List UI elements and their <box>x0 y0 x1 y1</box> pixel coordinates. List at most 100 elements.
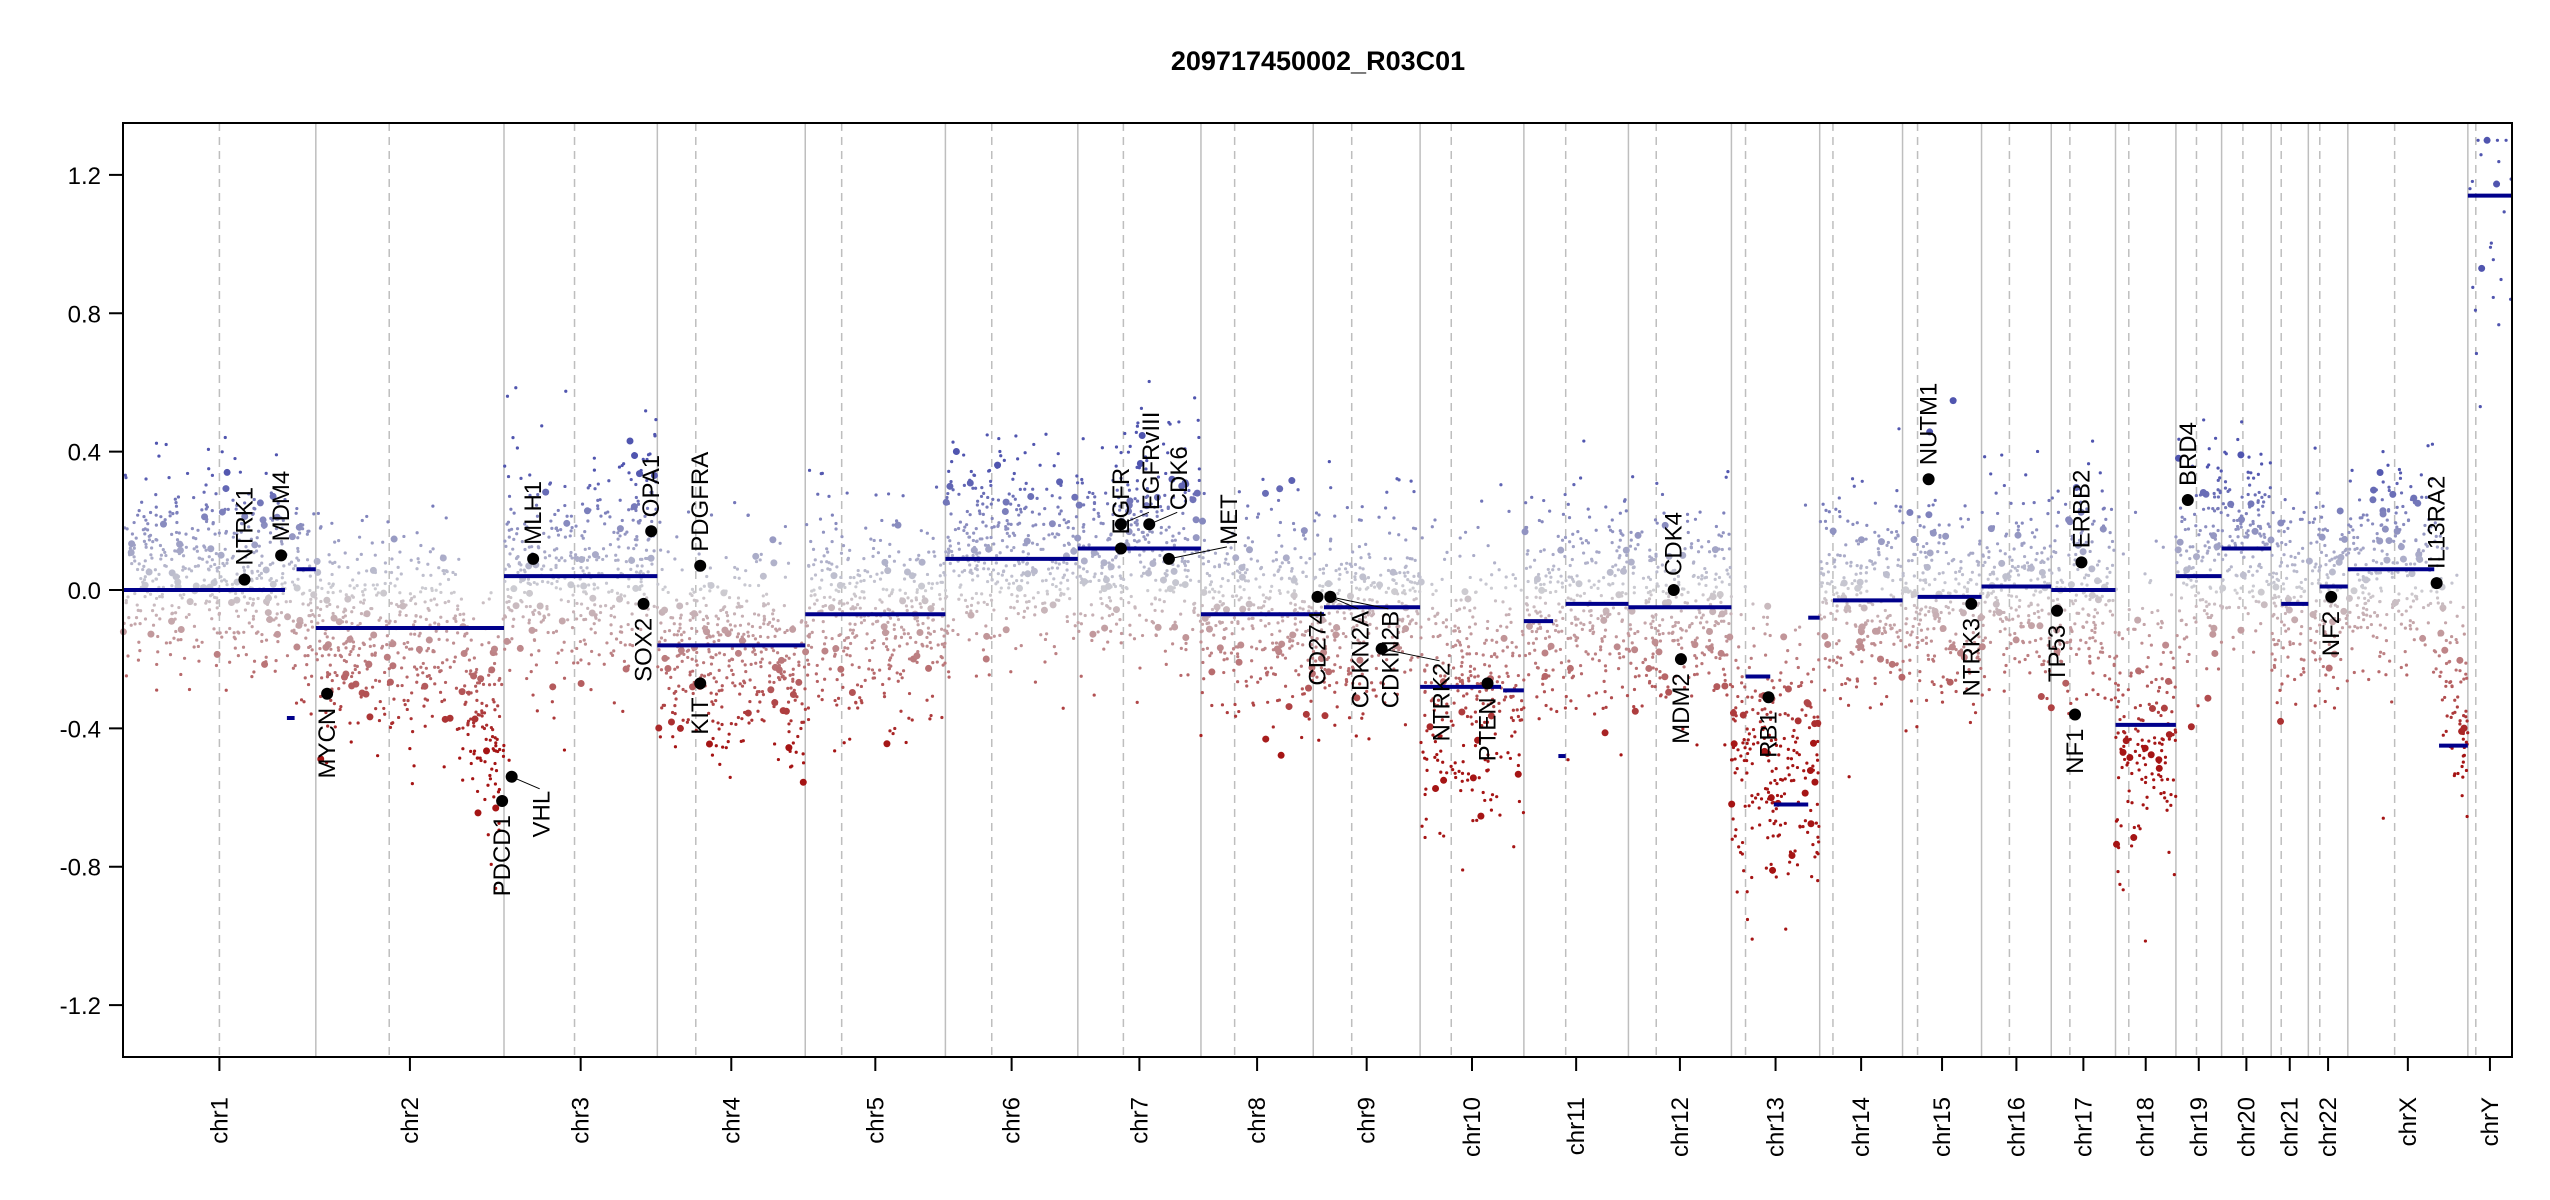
probe-point <box>269 580 277 588</box>
probe-point <box>1445 771 1449 775</box>
probe-point <box>657 648 661 652</box>
probe-point <box>1849 564 1853 568</box>
probe-point <box>463 632 467 636</box>
probe-point <box>1423 689 1427 694</box>
probe-point <box>757 690 761 694</box>
probe-point <box>406 698 410 703</box>
probe-point <box>1188 578 1193 582</box>
probe-point <box>1765 712 1769 717</box>
probe-point <box>1471 615 1475 619</box>
probe-point <box>498 747 502 752</box>
probe-point <box>885 588 889 592</box>
probe-point <box>339 655 344 659</box>
probe-point <box>996 572 1000 576</box>
probe-point <box>772 742 777 746</box>
probe-point <box>1132 637 1137 641</box>
probe-point <box>295 556 299 560</box>
probe-point <box>373 553 377 557</box>
probe-point <box>791 677 795 681</box>
probe-point <box>1498 813 1502 817</box>
probe-point <box>1245 546 1253 554</box>
probe-point <box>987 468 992 473</box>
probe-point <box>1187 488 1191 493</box>
probe-point <box>1513 730 1517 734</box>
probe-point <box>1717 533 1721 537</box>
probe-point <box>809 594 813 598</box>
probe-point <box>1023 487 1027 491</box>
probe-point <box>154 577 159 581</box>
probe-point <box>1814 821 1818 825</box>
probe-point <box>656 665 660 669</box>
probe-point <box>848 654 852 658</box>
probe-point <box>237 549 241 553</box>
probe-point <box>174 530 179 535</box>
probe-point <box>370 606 374 611</box>
probe-point <box>1876 547 1880 551</box>
probe-point <box>734 722 738 726</box>
probe-point <box>1208 574 1212 578</box>
probe-point <box>161 607 165 611</box>
probe-point <box>891 588 895 592</box>
probe-point <box>1413 527 1418 531</box>
probe-point <box>1803 699 1811 707</box>
probe-point <box>738 637 746 645</box>
probe-point <box>969 570 973 574</box>
probe-point <box>588 508 592 512</box>
probe-point <box>1071 534 1075 538</box>
probe-point <box>545 607 549 611</box>
probe-point <box>1321 712 1329 720</box>
probe-point <box>1192 534 1200 542</box>
probe-point <box>1360 716 1364 720</box>
probe-point <box>646 570 650 574</box>
probe-point <box>1022 542 1026 547</box>
probe-point <box>581 569 585 573</box>
probe-point <box>154 493 158 497</box>
probe-point <box>1722 653 1727 657</box>
probe-point <box>833 749 837 753</box>
probe-point <box>789 686 793 690</box>
probe-point <box>331 636 335 640</box>
probe-point <box>716 617 721 621</box>
probe-point <box>1730 685 1735 689</box>
probe-point <box>1403 670 1407 674</box>
probe-point <box>243 501 247 505</box>
probe-point <box>233 646 237 650</box>
probe-point <box>652 604 656 608</box>
probe-point <box>375 583 379 587</box>
probe-point <box>1368 555 1372 560</box>
probe-point <box>1769 738 1773 743</box>
probe-point <box>1823 657 1827 661</box>
probe-point <box>257 563 262 568</box>
probe-point <box>1885 543 1889 547</box>
probe-point <box>1293 622 1297 626</box>
probe-point <box>925 644 929 648</box>
probe-point <box>1658 694 1663 698</box>
probe-point <box>1509 716 1514 720</box>
probe-point <box>463 684 467 688</box>
probe-point <box>1432 784 1440 792</box>
probe-point <box>493 736 497 740</box>
probe-point <box>1586 652 1590 656</box>
probe-point <box>548 481 553 485</box>
probe-point <box>167 476 171 480</box>
probe-point <box>438 690 443 694</box>
probe-point <box>1371 609 1375 613</box>
probe-point <box>1410 656 1414 660</box>
probe-point <box>1556 580 1560 584</box>
probe-point <box>985 545 993 553</box>
probe-point <box>260 633 264 637</box>
probe-point <box>422 704 426 708</box>
probe-point <box>688 592 692 596</box>
probe-point <box>1031 596 1036 600</box>
probe-point <box>1466 645 1471 649</box>
probe-point <box>307 645 311 650</box>
probe-point <box>804 624 808 628</box>
probe-point <box>393 584 397 588</box>
probe-point <box>881 630 886 634</box>
probe-point <box>1322 680 1326 684</box>
probe-point <box>1654 667 1659 671</box>
probe-point <box>1483 758 1487 762</box>
probe-point <box>675 535 679 539</box>
probe-point <box>361 641 365 645</box>
